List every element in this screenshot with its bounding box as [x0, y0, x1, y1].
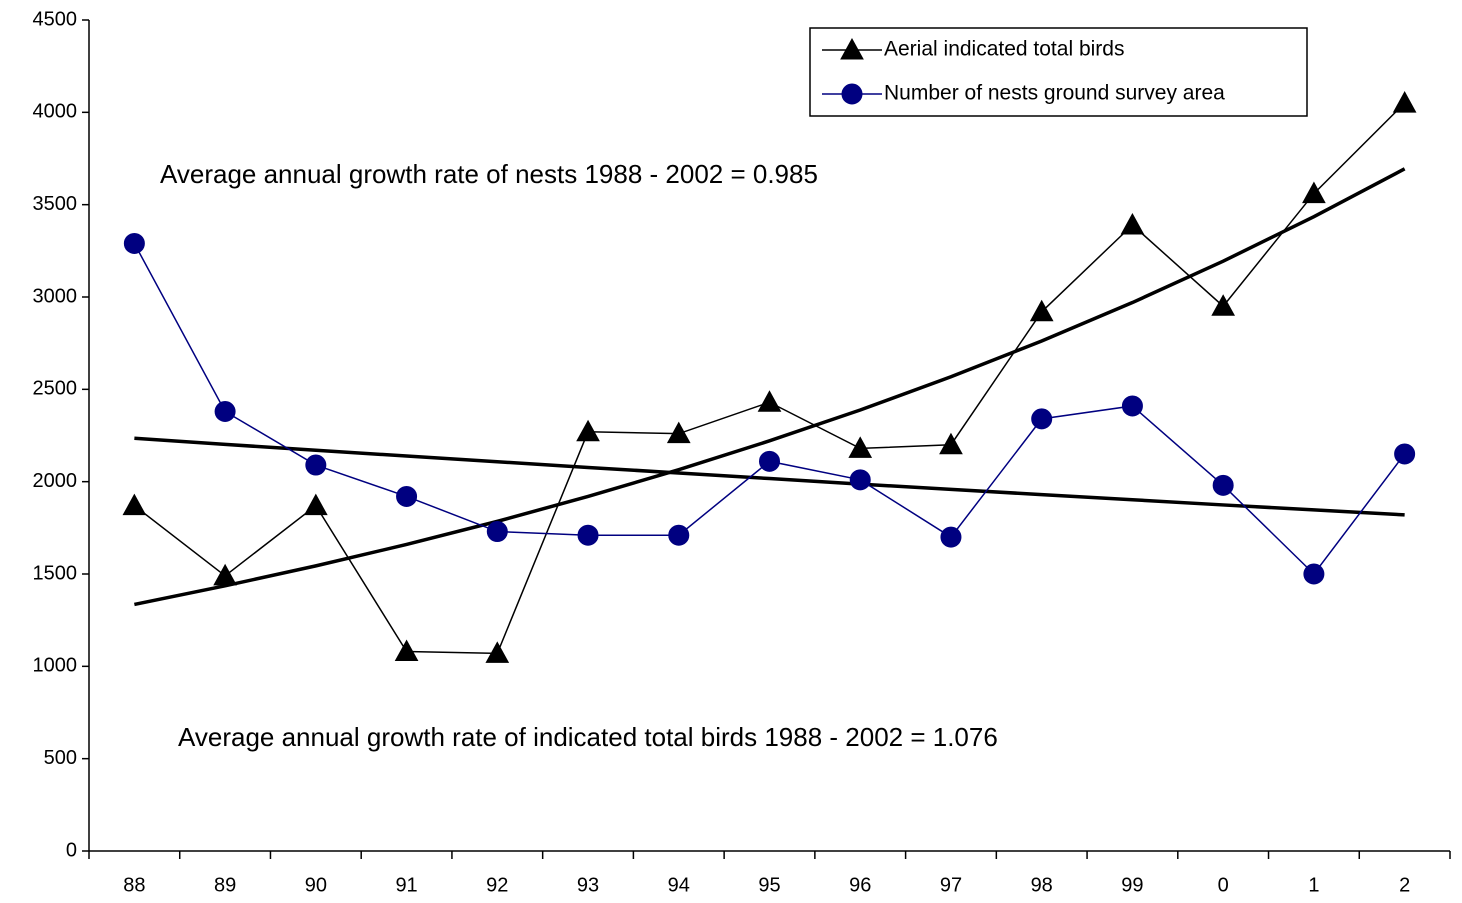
point	[1120, 212, 1145, 235]
x-tick-label: 0	[1218, 874, 1229, 896]
point	[485, 641, 510, 663]
point	[1303, 563, 1325, 585]
y-tick-label: 2000	[33, 470, 78, 492]
point	[939, 432, 963, 455]
y-tick-label: 0	[66, 839, 77, 861]
point	[668, 524, 690, 546]
x-tick-label: 89	[214, 874, 236, 896]
legend-marker	[840, 37, 864, 60]
x-tick-label: 94	[668, 874, 690, 896]
y-tick-label: 1000	[33, 655, 78, 677]
point	[577, 524, 599, 546]
point	[848, 436, 873, 458]
x-tick-label: 96	[849, 874, 871, 896]
point	[486, 521, 508, 543]
legend-marker	[841, 83, 863, 105]
point	[214, 400, 236, 422]
y-tick-label: 3000	[33, 285, 78, 307]
y-tick-label: 500	[44, 747, 77, 769]
point	[213, 563, 237, 586]
point	[940, 526, 962, 548]
point	[1121, 395, 1143, 417]
x-tick-label: 98	[1031, 874, 1053, 896]
point	[666, 421, 691, 444]
trendline	[134, 436, 1405, 517]
point	[1302, 181, 1326, 204]
y-tick-label: 4500	[33, 8, 78, 30]
point	[1212, 474, 1234, 496]
point	[1211, 294, 1236, 316]
annotation: Average annual growth rate of nests 1988…	[160, 159, 818, 189]
point	[303, 493, 328, 516]
x-tick-label: 1	[1308, 874, 1319, 896]
trendline	[134, 167, 1406, 607]
point	[1394, 443, 1416, 465]
point	[1031, 408, 1053, 430]
legend-label: Number of nests ground survey area	[884, 82, 1225, 105]
x-tick-label: 95	[758, 874, 780, 896]
legend-box	[809, 27, 1308, 117]
y-tick-label: 2500	[33, 378, 78, 400]
y-tick-label: 1500	[33, 562, 78, 584]
point	[305, 454, 327, 476]
point	[849, 469, 871, 491]
x-tick-label: 99	[1121, 874, 1143, 896]
x-tick-label: 97	[940, 874, 962, 896]
point	[759, 450, 780, 472]
y-tick-label: 4000	[33, 101, 78, 123]
point	[123, 232, 145, 254]
x-tick-label: 91	[395, 874, 417, 896]
point	[394, 639, 419, 662]
point	[1029, 299, 1054, 322]
y-tick-label: 3500	[33, 193, 78, 215]
point	[576, 419, 600, 442]
x-tick-label: 90	[305, 874, 327, 896]
x-tick-label: 88	[123, 874, 145, 896]
annotation: Average annual growth rate of indicated …	[178, 722, 998, 752]
x-tick-label: 2	[1399, 874, 1410, 896]
point	[122, 493, 147, 516]
point	[757, 390, 782, 412]
legend-label: Aerial indicated total birds	[884, 38, 1124, 61]
point	[396, 485, 418, 507]
x-tick-label: 92	[486, 874, 508, 896]
point	[1392, 91, 1417, 113]
x-tick-label: 93	[577, 874, 599, 896]
